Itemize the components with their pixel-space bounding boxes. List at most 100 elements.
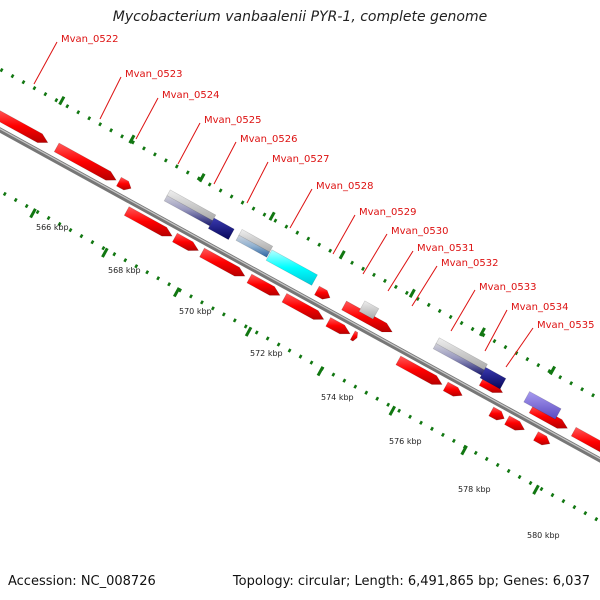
inner-major-tick: [101, 247, 109, 258]
feature-track: [0, 110, 600, 453]
gene-leader-line: [362, 233, 388, 275]
inner-tick-dot: [2, 191, 7, 197]
outer-major-tick: [198, 173, 206, 183]
kbp-label: 578 kbp: [458, 485, 491, 494]
gene-label: Mvan_0534: [511, 302, 568, 313]
cds-forward: [0, 110, 49, 143]
gene-label: Mvan_0523: [125, 69, 182, 80]
cds-second-track: [325, 317, 351, 335]
inner-tick-dot: [386, 402, 391, 407]
inner-tick-dot: [35, 209, 40, 215]
cds-second-track: [123, 206, 173, 237]
outer-tick-dot: [317, 242, 322, 247]
gene-label: Mvan_0527: [272, 154, 329, 165]
cds-forward: [528, 403, 569, 429]
cds-second-track: [488, 406, 505, 421]
kbp-label: 576 kbp: [389, 437, 422, 446]
inner-tick-dot: [430, 426, 434, 431]
inner-tick-dot: [57, 221, 62, 227]
outer-tick-track: [0, 67, 596, 398]
outer-tick-dot: [109, 128, 114, 133]
gene-leader-line: [484, 309, 508, 352]
gene-leader-line: [387, 250, 414, 292]
cds-second-track: [504, 415, 525, 431]
outer-tick-dot: [251, 206, 256, 211]
outer-tick-dot: [65, 104, 70, 109]
kbp-label-layer: 566 kbp 568 kbp 570 kbp 572 kbp 574 kbp 576 k…: [36, 223, 560, 540]
inner-tick-dot: [342, 378, 347, 383]
outer-tick-dot: [21, 79, 26, 85]
inner-tick-dot: [484, 456, 489, 462]
outer-tick-dot: [196, 176, 201, 181]
hit-block-navy: [479, 366, 507, 390]
gene-label: Mvan_0529: [359, 207, 416, 218]
gene-leader-line: [411, 265, 438, 307]
outer-tick-dot: [459, 320, 464, 326]
inner-tick-dot: [309, 360, 314, 365]
gene-leader-line: [33, 41, 58, 85]
outer-tick-dot: [536, 363, 541, 368]
outer-tick-dot: [514, 350, 519, 356]
inner-tick-dot: [134, 264, 139, 269]
accession-text: Accession: NC_008726: [8, 574, 156, 589]
outer-tick-dot: [393, 284, 398, 290]
outer-tick-dot: [131, 140, 135, 145]
cds-forward: [53, 142, 117, 181]
outer-tick-dot: [174, 164, 179, 169]
outer-tick-dot: [207, 182, 212, 187]
inner-major-tick: [388, 405, 397, 416]
inner-major-tick: [316, 366, 325, 377]
inner-tick-dot: [375, 396, 380, 401]
inner-tick-dot: [331, 372, 336, 377]
inner-tick-dot: [178, 288, 182, 293]
kbp-label: 574 kbp: [321, 393, 354, 402]
inner-tick-dot: [539, 486, 544, 492]
inner-tick-dot: [364, 390, 369, 395]
outer-tick-dot: [306, 236, 311, 241]
outer-tick-dot: [372, 272, 376, 277]
map-title: Mycobacterium vanbaalenii PYR-1, complet…: [112, 9, 488, 25]
cds-forward: [570, 426, 600, 453]
inner-tick-dot: [167, 282, 172, 287]
inner-tick-dot: [353, 384, 358, 389]
gene-leader-line: [289, 188, 313, 229]
inner-tick-dot: [550, 492, 555, 498]
inner-tick-dot: [583, 510, 588, 516]
inner-tick-dot: [101, 246, 106, 251]
outer-tick-dot: [448, 314, 453, 320]
gene-leader-line: [246, 161, 269, 204]
outer-tick-dot: [569, 381, 574, 386]
outer-tick-dot: [503, 344, 508, 350]
hit-block-navy-gray: [432, 343, 485, 376]
gene-label: Mvan_0528: [316, 181, 373, 192]
outer-major-tick: [549, 365, 557, 376]
inner-major-tick: [172, 287, 181, 298]
outer-tick-dot: [240, 200, 245, 205]
inner-tick-dot: [265, 336, 270, 341]
inner-tick-dot: [13, 197, 18, 203]
gene-label: Mvan_0531: [417, 243, 474, 254]
gene-label: Mvan_0525: [204, 115, 261, 126]
hit-block-cyan: [265, 249, 318, 286]
outer-tick-dot: [273, 218, 278, 223]
gene-leader-line: [505, 327, 534, 368]
outer-tick-dot: [152, 152, 157, 157]
cds-forward: [341, 300, 393, 333]
inner-tick-dot: [24, 203, 29, 209]
inner-tick-dot: [561, 498, 566, 504]
inner-tick-dot: [156, 276, 161, 281]
outer-tick-dot: [54, 98, 59, 103]
kbp-label: 570 kbp: [179, 307, 212, 316]
cds-second-track: [281, 292, 325, 320]
cds-second-track: [442, 381, 463, 397]
inner-tick-dot: [473, 450, 478, 456]
outer-tick-dot: [120, 134, 124, 139]
inner-tick-dot: [419, 420, 423, 425]
inner-tick-dot: [145, 270, 150, 275]
inner-tick-dot: [517, 474, 522, 480]
gene-label: Mvan_0530: [391, 226, 448, 237]
outer-tick-dot: [43, 92, 48, 97]
outer-tick-dot: [415, 296, 420, 302]
outer-tick-dot: [361, 266, 365, 271]
